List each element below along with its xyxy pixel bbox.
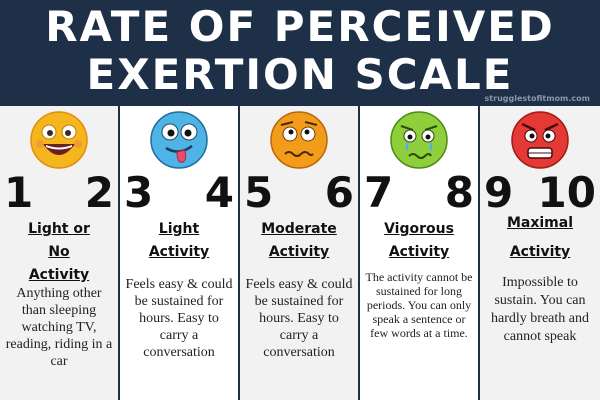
rating-number-high: 6 — [324, 168, 354, 217]
category-label: Light Activity — [120, 218, 238, 264]
title-line-2: EXERTION SCALE — [86, 50, 514, 99]
category-label: Maximal Activity — [480, 212, 600, 264]
description: Anything other than sleeping watching TV… — [5, 286, 113, 369]
sick-face-icon — [390, 111, 448, 169]
category-line-1: Light — [158, 221, 200, 237]
column-divider — [118, 106, 120, 400]
column-9-10: 9 10 Maximal Activity Impossible to sust… — [480, 106, 600, 400]
header-banner: RATE OF PERCEIVED EXERTION SCALE struggl… — [0, 0, 600, 106]
category-label: Vigorous Activity — [360, 218, 478, 264]
category-line-1: Maximal — [506, 215, 574, 231]
column-3-4: 3 4 Light Activity Feels easy & could be… — [120, 106, 238, 400]
rating-number-low: 9 — [484, 168, 514, 217]
exhausted-face-icon — [511, 111, 569, 169]
category-line-2: Activity — [148, 244, 210, 260]
rating-numbers: 9 10 — [480, 172, 600, 214]
category-line-1: Light or — [28, 221, 90, 237]
category-line-2: Activity — [268, 244, 330, 260]
column-divider — [478, 106, 480, 400]
tongue-out-face-icon — [150, 111, 208, 169]
category-label: Moderate Activity — [240, 218, 358, 264]
category-line-3: Activity — [28, 267, 90, 283]
rating-numbers: 3 4 — [120, 172, 238, 214]
site-watermark: strugglestofitmom.com — [484, 94, 590, 103]
column-7-8: 7 8 Vigorous Activity The activity canno… — [360, 106, 478, 400]
rating-number-low: 7 — [364, 168, 394, 217]
column-divider — [238, 106, 240, 400]
rating-numbers: 1 2 — [0, 172, 118, 214]
laughing-face-icon — [30, 111, 88, 169]
description: The activity cannot be sustained for lon… — [365, 270, 473, 340]
rating-numbers: 7 8 — [360, 172, 478, 214]
rating-number-high: 2 — [84, 168, 114, 217]
rating-number-high: 10 — [537, 168, 596, 217]
rating-number-low: 5 — [244, 168, 274, 217]
column-divider — [358, 106, 360, 400]
title-line-1: RATE OF PERCEIVED — [45, 2, 555, 51]
worried-face-icon — [270, 111, 328, 169]
rating-number-high: 4 — [204, 168, 234, 217]
rating-number-high: 8 — [444, 168, 474, 217]
category-line-2: Activity — [388, 244, 450, 260]
column-5-6: 5 6 Moderate Activity Feels easy & could… — [240, 106, 358, 400]
category-line-1: Vigorous — [384, 221, 454, 237]
description: Feels easy & could be sustained for hour… — [245, 277, 353, 360]
rating-number-low: 3 — [124, 168, 154, 217]
rating-numbers: 5 6 — [240, 172, 358, 214]
category-label: Light or No Activity — [0, 218, 118, 287]
category-line-1: Moderate — [261, 221, 337, 237]
column-1-2: 1 2 Light or No Activity Anything other … — [0, 106, 118, 400]
description: Impossible to sustain. You can hardly br… — [491, 275, 589, 344]
description: Feels easy & could be sustained for hour… — [125, 277, 233, 360]
category-line-2: Activity — [509, 244, 571, 260]
rating-number-low: 1 — [4, 168, 34, 217]
category-line-2: No — [48, 244, 70, 260]
